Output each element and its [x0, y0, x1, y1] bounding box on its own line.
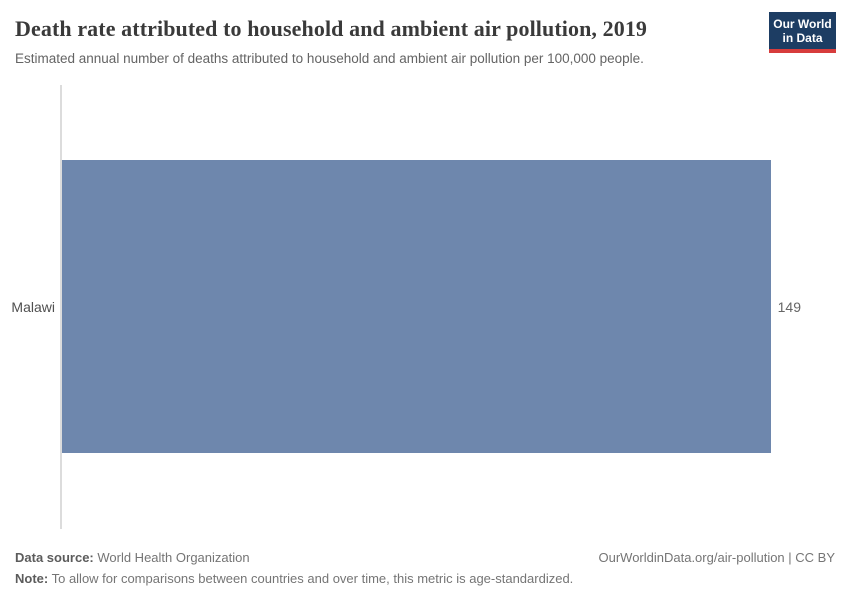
- datasource-label: Data source:: [15, 550, 94, 565]
- datasource-line: Data source: World Health Organization: [15, 548, 835, 569]
- page-title: Death rate attributed to household and a…: [15, 16, 648, 41]
- bar-row: Malawi 149: [0, 160, 850, 453]
- datasource-value: World Health Organization: [93, 550, 250, 565]
- chart-area: Malawi 149: [0, 85, 850, 530]
- bar-rows: Malawi 149: [0, 160, 850, 453]
- note-value: To allow for comparisons between countri…: [48, 570, 574, 586]
- owid-logo[interactable]: Our World in Data: [769, 12, 836, 53]
- plot-area: 149: [62, 160, 801, 453]
- owid-logo-stripe: [769, 49, 836, 53]
- value-label: 149: [777, 298, 801, 315]
- owid-logo-line1: Our World: [773, 17, 832, 31]
- y-axis-line: [60, 85, 62, 529]
- chart-footer: Data source: World Health Organization N…: [15, 548, 835, 590]
- note-label: Note:: [15, 570, 49, 586]
- chart-header: Death rate attributed to household and a…: [15, 16, 835, 68]
- entity-label: Malawi: [11, 298, 55, 315]
- owid-logo-text: Our World in Data: [769, 12, 836, 49]
- note-line: Note: To allow for comparisons between c…: [15, 569, 835, 590]
- owid-logo-line2: in Data: [782, 31, 823, 45]
- chart-subtitle: Estimated annual number of deaths attrib…: [15, 51, 644, 67]
- bar[interactable]: [62, 160, 771, 453]
- license-link[interactable]: OurWorldinData.org/air-pollution | CC BY: [598, 550, 835, 565]
